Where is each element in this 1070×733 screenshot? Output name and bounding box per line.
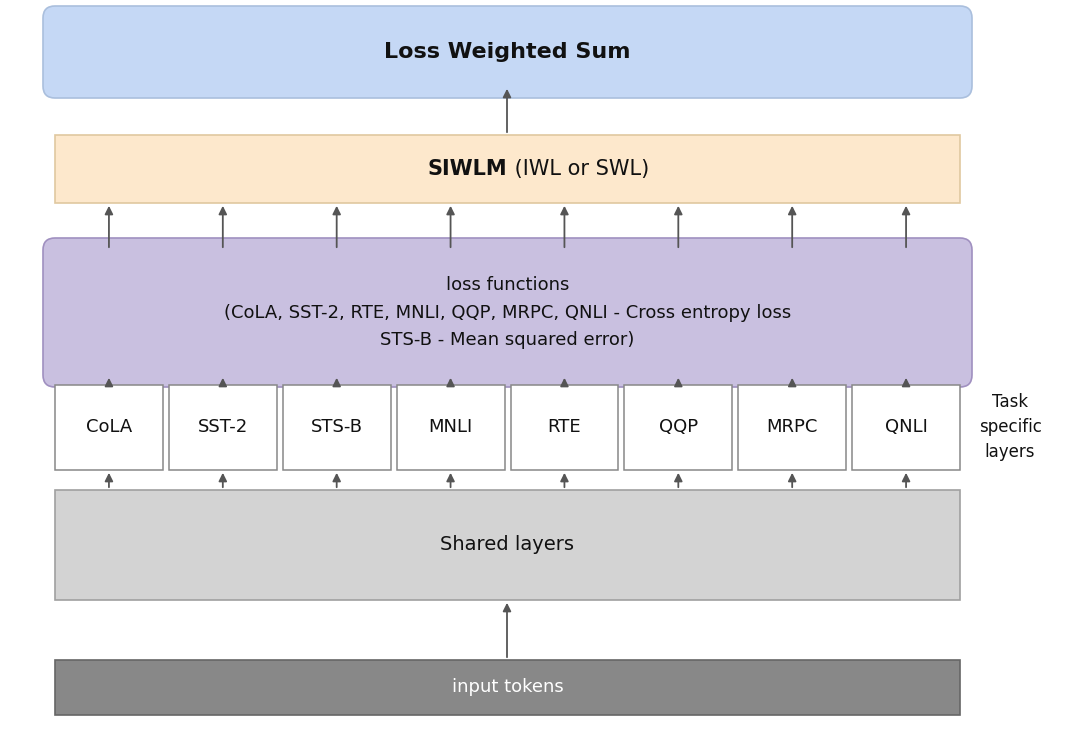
FancyBboxPatch shape bbox=[43, 6, 972, 98]
Text: CoLA: CoLA bbox=[86, 419, 132, 436]
Text: SIWLM: SIWLM bbox=[428, 159, 507, 179]
Text: Loss Weighted Sum: Loss Weighted Sum bbox=[384, 42, 630, 62]
Bar bbox=[55, 490, 960, 600]
Bar bbox=[169, 385, 277, 470]
Text: QNLI: QNLI bbox=[885, 419, 928, 436]
Bar bbox=[397, 385, 504, 470]
Bar bbox=[852, 385, 960, 470]
Text: input tokens: input tokens bbox=[452, 679, 564, 696]
Bar bbox=[625, 385, 732, 470]
Text: STS-B: STS-B bbox=[310, 419, 363, 436]
Bar bbox=[55, 660, 960, 715]
Bar bbox=[55, 135, 960, 203]
Text: RTE: RTE bbox=[548, 419, 581, 436]
Text: loss functions
(CoLA, SST-2, RTE, MNLI, QQP, MRPC, QNLI - Cross entropy loss
STS: loss functions (CoLA, SST-2, RTE, MNLI, … bbox=[224, 276, 791, 350]
Bar bbox=[738, 385, 846, 470]
Bar bbox=[55, 385, 163, 470]
Text: (IWL or SWL): (IWL or SWL) bbox=[507, 159, 648, 179]
FancyBboxPatch shape bbox=[43, 238, 972, 387]
Text: MNLI: MNLI bbox=[428, 419, 473, 436]
Text: SST-2: SST-2 bbox=[198, 419, 248, 436]
Bar bbox=[510, 385, 618, 470]
Text: QQP: QQP bbox=[659, 419, 698, 436]
Bar bbox=[282, 385, 391, 470]
Text: Shared layers: Shared layers bbox=[441, 536, 575, 554]
Text: Task
specific
layers: Task specific layers bbox=[979, 393, 1041, 461]
Text: MRPC: MRPC bbox=[766, 419, 817, 436]
